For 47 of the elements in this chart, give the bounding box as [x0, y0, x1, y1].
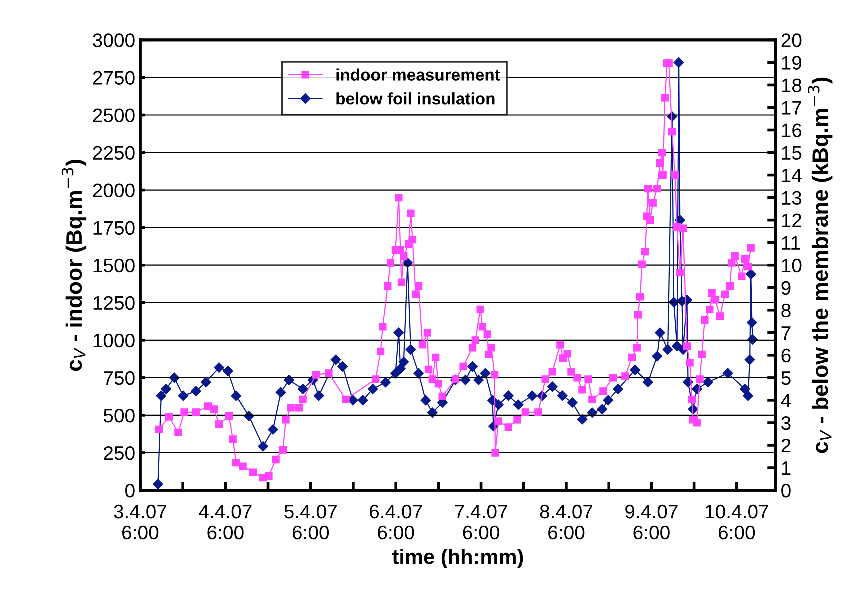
- x-tick-label: 5.4.07 6:00: [284, 504, 337, 540]
- y-tick-label: 2250: [93, 146, 135, 160]
- y2-tick-label: 17: [782, 101, 802, 115]
- y2-tick-label: 0: [782, 484, 791, 498]
- x-tick-label: 9.4.07 6:00: [626, 504, 678, 540]
- y-tick-label: 3000: [93, 34, 135, 48]
- y-tick-label: 2500: [93, 108, 135, 122]
- x-tick-label: 7.4.07 6:00: [455, 504, 508, 540]
- y2-tick-label: 2: [782, 438, 791, 453]
- y-tick-label: 250: [104, 446, 135, 460]
- y-tick-label: 1750: [94, 221, 135, 236]
- y-tick-label: 2000: [93, 184, 135, 198]
- x-tick-label: 6.4.07 6:00: [370, 504, 422, 540]
- y2-tick-label: 10: [782, 258, 802, 273]
- legend-label: below foil insulation: [336, 92, 495, 105]
- y2-tick-label: 13: [782, 191, 802, 206]
- y2-tick-label: 1: [782, 462, 791, 476]
- x-tick-label: 3.4.07 6:00: [114, 504, 167, 540]
- y2-tick-label: 15: [782, 146, 802, 160]
- legend-label: indoor measurement: [336, 68, 500, 81]
- y2-tick-label: 14: [782, 168, 802, 182]
- x-tick-label: 4.4.07 6:00: [199, 504, 252, 540]
- x-tick-label: 8.4.07 6:00: [540, 504, 593, 540]
- x-axis-title: time (hh:mm): [392, 549, 524, 568]
- y-tick-label: 1000: [94, 334, 135, 348]
- x-tick-label: 10.4.07 6:00: [706, 504, 768, 540]
- y-tick-label: 1250: [94, 296, 135, 310]
- y2-tick-label: 3: [782, 416, 791, 430]
- y2-tick-label: 19: [782, 56, 802, 70]
- y-tick-label: 0: [126, 484, 135, 498]
- y-tick-label: 500: [104, 408, 135, 423]
- y2-tick-label: 6: [782, 348, 791, 363]
- y2-tick-label: 9: [782, 281, 791, 296]
- y2-tick-label: 11: [782, 236, 800, 250]
- y-tick-label: 1500: [94, 258, 135, 273]
- y2-tick-label: 12: [782, 214, 802, 228]
- y2-tick-label: 8: [782, 304, 791, 318]
- y-tick-label: 2750: [93, 71, 135, 85]
- y2-axis-title: c$_{V}$ - below the membrane (kBq.m$^{−3}$): [808, 78, 833, 454]
- y2-tick-label: 4: [781, 394, 792, 408]
- y2-tick-label: 18: [782, 78, 802, 92]
- y2-tick-label: 7: [782, 326, 791, 340]
- y2-tick-label: 16: [782, 124, 802, 138]
- y2-tick-label: 5: [782, 372, 791, 386]
- y-axis-title: c$_{V}$ - indoor (Bq.m$^{−3}$): [62, 160, 87, 372]
- y-tick-label: 750: [104, 371, 135, 386]
- y2-tick-label: 20: [782, 34, 802, 48]
